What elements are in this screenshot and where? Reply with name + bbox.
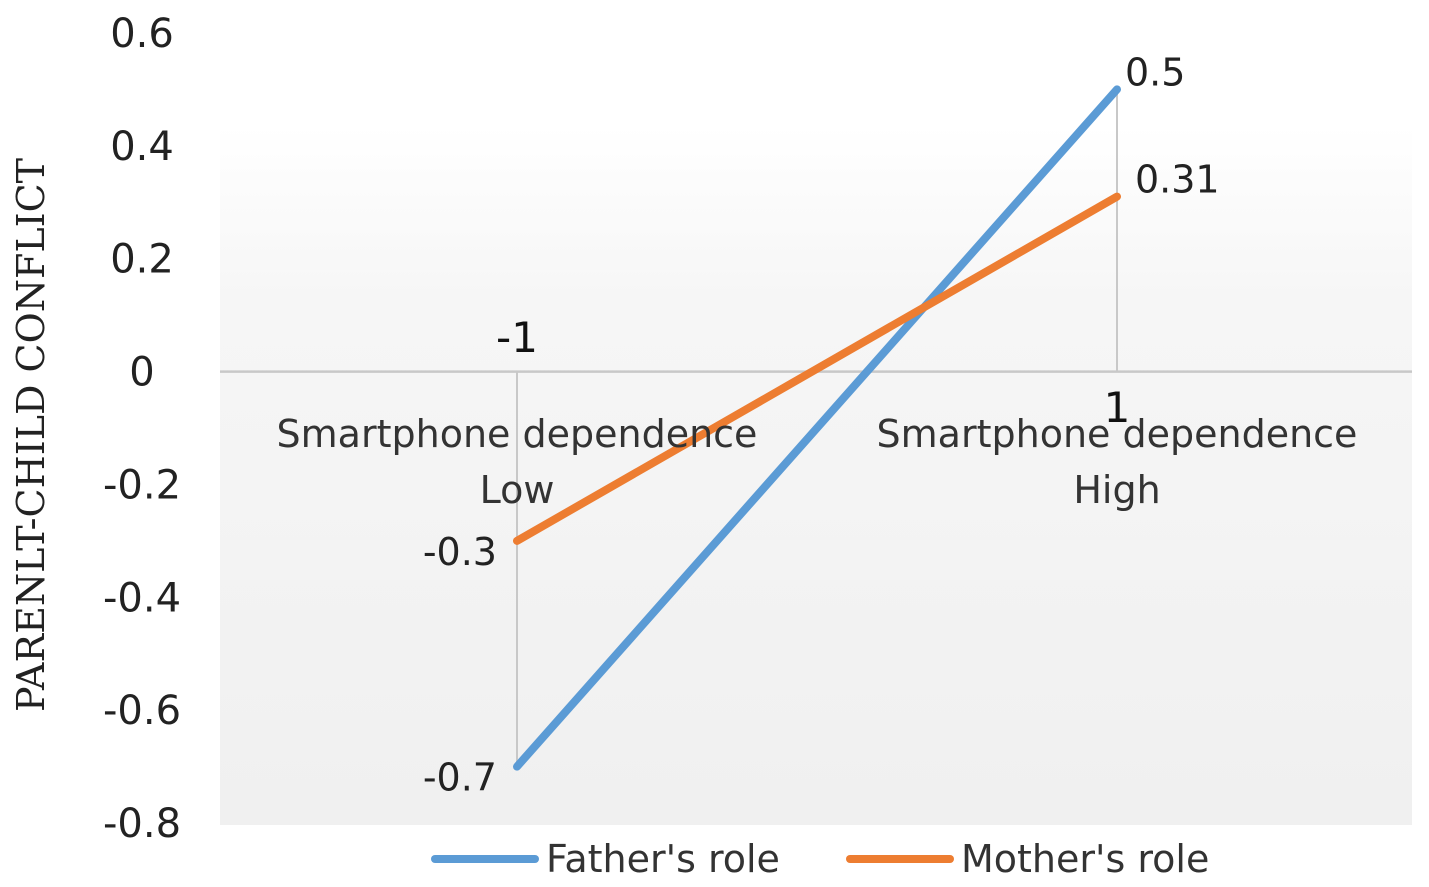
x-tick-label: -1 bbox=[496, 313, 538, 362]
y-tick-label: 0.4 bbox=[110, 124, 174, 170]
plot-area bbox=[220, 125, 1412, 825]
category-label-line2: High bbox=[1073, 468, 1160, 512]
y-axis-label: PARENLT-CHILD CONFLICT bbox=[9, 158, 53, 712]
y-tick-label: -0.2 bbox=[103, 462, 181, 508]
legend-label-father-s-role: Father's role bbox=[546, 837, 780, 881]
y-tick-label: -0.4 bbox=[103, 575, 181, 621]
data-label: -0.7 bbox=[423, 756, 497, 800]
y-tick-label: -0.6 bbox=[103, 688, 181, 734]
series-lines bbox=[513, 85, 1121, 771]
data-label: 0.5 bbox=[1125, 50, 1185, 94]
y-tick-label: 0 bbox=[129, 350, 154, 396]
category-labels: Smartphone dependence Low Smartphone depen… bbox=[277, 412, 1358, 512]
series-line-father-s-role bbox=[513, 85, 1121, 771]
x-axis-ticks: -1 1 bbox=[496, 313, 1130, 432]
category-label-line1: Smartphone dependence bbox=[877, 412, 1358, 456]
drop-lines bbox=[516, 89, 1118, 767]
series-line-mother-s-role bbox=[513, 192, 1121, 545]
legend: Father's role Mother's role bbox=[431, 837, 1209, 881]
y-axis-ticks: 0.6 0.4 0.2 0 -0.2 -0.4 -0.6 -0.8 bbox=[103, 11, 181, 847]
y-tick-label: 0.2 bbox=[110, 237, 174, 283]
legend-label-mother-s-role: Mother's role bbox=[961, 837, 1209, 881]
y-tick-label: -0.8 bbox=[103, 801, 181, 847]
data-label: -0.3 bbox=[423, 530, 497, 574]
x-tick-label: 1 bbox=[1104, 383, 1131, 432]
y-tick-label: 0.6 bbox=[110, 11, 174, 57]
category-label-line2: Low bbox=[480, 468, 555, 512]
data-label: 0.31 bbox=[1135, 158, 1220, 202]
category-label-line1: Smartphone dependence bbox=[277, 412, 758, 456]
data-labels: -0.7 0.5 -0.3 0.31 bbox=[423, 50, 1220, 799]
